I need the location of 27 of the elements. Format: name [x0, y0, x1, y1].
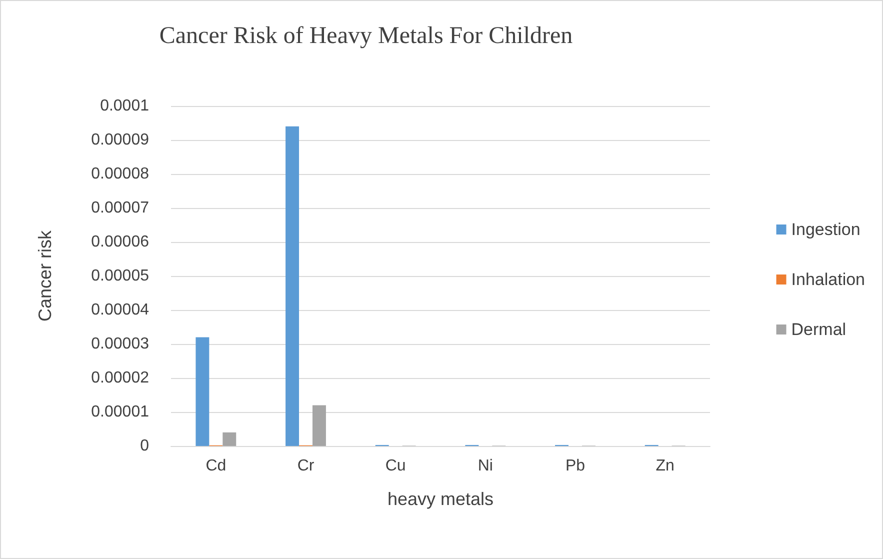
- y-tick-label: 0.00007: [91, 200, 150, 216]
- y-tick-label: 0.00008: [91, 166, 150, 182]
- x-tick-label: Cd: [206, 458, 226, 474]
- y-axis-title: Cancer risk: [35, 229, 55, 322]
- bar: [196, 337, 210, 446]
- x-tick-label: Cu: [385, 458, 406, 474]
- y-tick-label: 0.00002: [91, 370, 150, 386]
- x-tick-label: Pb: [565, 458, 586, 474]
- bar: [286, 126, 300, 446]
- chart-title: Cancer Risk of Heavy Metals For Children: [159, 23, 573, 49]
- legend-label: Dermal: [791, 320, 846, 339]
- y-tick-label: 0: [140, 438, 150, 454]
- x-axis-title: heavy metals: [387, 489, 494, 509]
- legend-label: Ingestion: [791, 220, 860, 239]
- y-tick-label: 0.00003: [91, 336, 150, 352]
- x-tick-label: Zn: [656, 458, 674, 474]
- bar: [222, 432, 236, 446]
- x-tick-label: Ni: [478, 458, 493, 474]
- bar: [312, 405, 326, 446]
- y-tick-label: 0.00004: [91, 302, 150, 318]
- x-tick-label: Cr: [297, 458, 315, 474]
- y-tick-label: 0.00006: [91, 234, 150, 250]
- y-tick-label: 0.00005: [91, 268, 150, 284]
- y-tick-label: 0.00001: [91, 404, 150, 420]
- y-tick-label: 0.0001: [100, 98, 150, 114]
- y-tick-label: 0.00009: [91, 132, 150, 148]
- legend-label: Inhalation: [791, 270, 866, 289]
